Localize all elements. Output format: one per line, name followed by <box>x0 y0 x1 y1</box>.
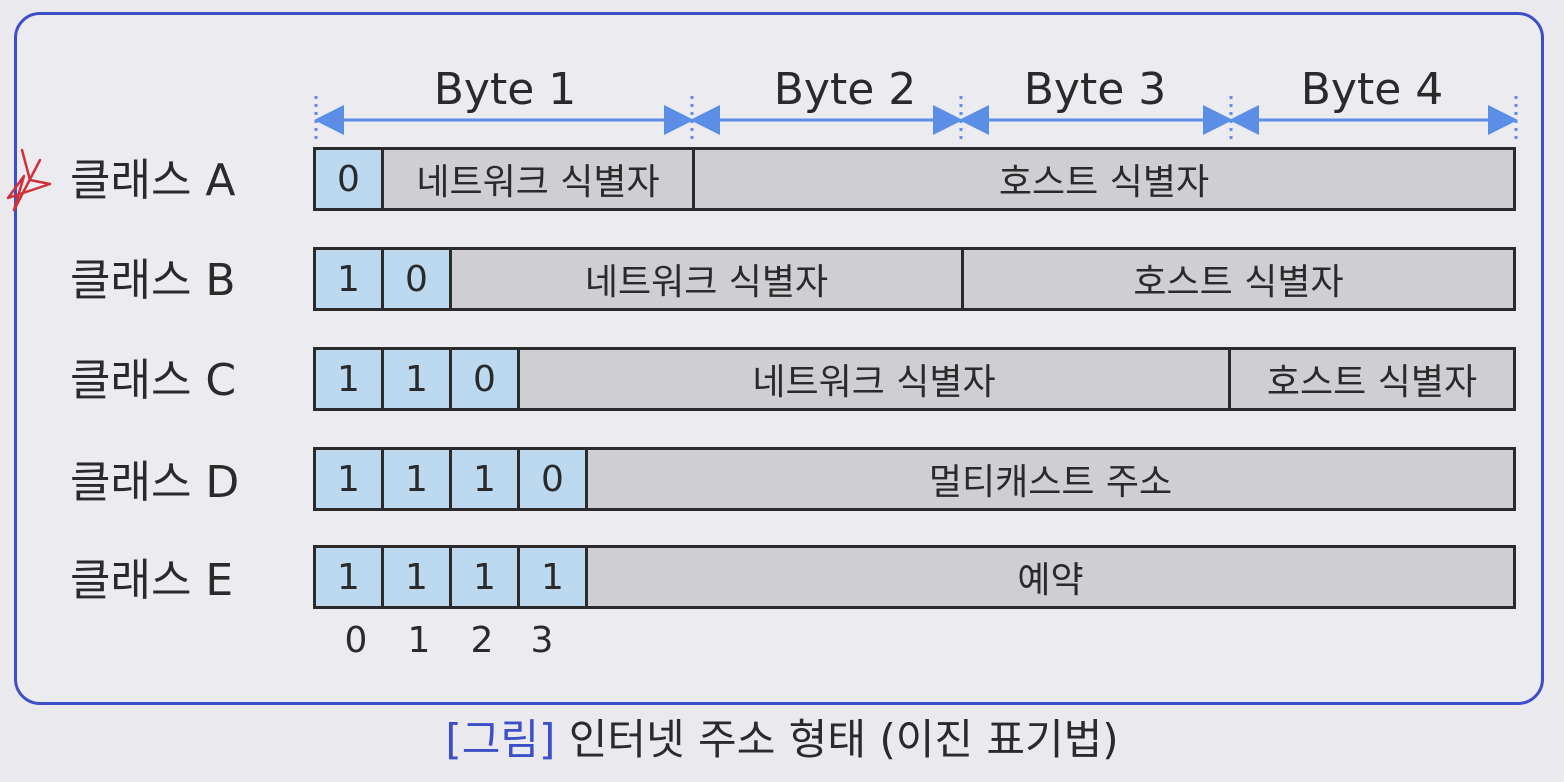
class-a-bit-0: 0 <box>316 150 384 208</box>
byte-span-arrows <box>314 96 1518 140</box>
bit-position-3: 3 <box>530 620 554 661</box>
class-d-bit-1: 1 <box>384 450 452 508</box>
caption-tag: [그림] <box>445 715 556 764</box>
class-b-host-field: 호스트 식별자 <box>964 250 1513 308</box>
class-a-host-field: 호스트 식별자 <box>695 150 1513 208</box>
class-c-network-field: 네트워크 식별자 <box>520 350 1231 408</box>
class-c-host-field: 호스트 식별자 <box>1231 350 1513 408</box>
class-e-label: 클래스 E <box>70 555 234 606</box>
caption-text: 인터넷 주소 형태 (이진 표기법) <box>568 715 1119 764</box>
class-e-bit-1: 1 <box>384 548 452 606</box>
class-b-label: 클래스 B <box>70 255 236 306</box>
class-d-multicast-field: 멀티캐스트 주소 <box>588 450 1513 508</box>
bit-position-1: 1 <box>407 620 431 661</box>
class-b-bit-0: 1 <box>316 250 384 308</box>
class-e-bit-3: 1 <box>520 548 588 606</box>
figure-caption: [그림] 인터넷 주소 형태 (이진 표기법) <box>0 706 1564 767</box>
class-c-bit-0: 1 <box>316 350 384 408</box>
class-c-row: 1 1 0 네트워크 식별자 호스트 식별자 <box>313 347 1516 411</box>
class-c-bit-2: 0 <box>452 350 520 408</box>
class-a-label: 클래스 A <box>70 155 236 206</box>
class-a-row: 0 네트워크 식별자 호스트 식별자 <box>313 147 1516 211</box>
class-b-bit-1: 0 <box>384 250 452 308</box>
bit-position-2: 2 <box>470 620 494 661</box>
class-a-network-field: 네트워크 식별자 <box>384 150 695 208</box>
class-e-reserved-field: 예약 <box>588 548 1513 606</box>
class-e-bit-2: 1 <box>452 548 520 606</box>
class-c-bit-1: 1 <box>384 350 452 408</box>
class-e-bit-0: 1 <box>316 548 384 606</box>
class-d-bit-3: 0 <box>520 450 588 508</box>
class-b-network-field: 네트워크 식별자 <box>452 250 964 308</box>
class-d-label: 클래스 D <box>70 457 240 508</box>
class-e-row: 1 1 1 1 예약 <box>313 545 1516 609</box>
class-d-row: 1 1 1 0 멀티캐스트 주소 <box>313 447 1516 511</box>
class-b-row: 1 0 네트워크 식별자 호스트 식별자 <box>313 247 1516 311</box>
class-d-bit-2: 1 <box>452 450 520 508</box>
class-d-bit-0: 1 <box>316 450 384 508</box>
class-c-label: 클래스 C <box>70 355 237 406</box>
bit-position-0: 0 <box>344 620 368 661</box>
star-mark-icon <box>6 148 52 212</box>
